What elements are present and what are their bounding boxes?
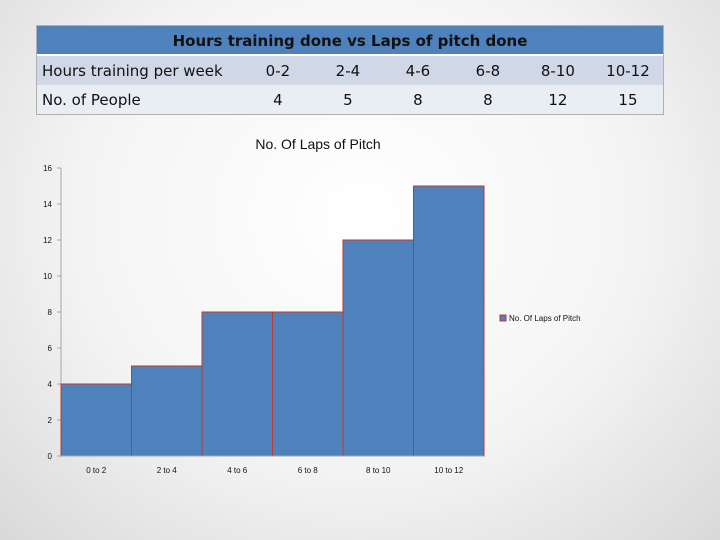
y-tick-label: 0 (48, 452, 53, 461)
table-cell: 2-4 (312, 56, 383, 85)
table-title: Hours training done vs Laps of pitch don… (37, 26, 663, 56)
y-tick-label: 6 (48, 344, 53, 353)
bar (272, 311, 344, 457)
bar (201, 311, 273, 457)
bar (131, 365, 203, 457)
bar (413, 185, 485, 457)
chart-title: No. Of Laps of Pitch (255, 136, 380, 152)
data-table: Hours training done vs Laps of pitch don… (36, 25, 664, 115)
table-row-people: No. of People 4 5 8 8 12 15 (37, 85, 663, 114)
table-cell: 10-12 (592, 56, 663, 85)
table-cell: 8-10 (522, 56, 593, 85)
legend-swatch (499, 314, 507, 322)
y-tick-label: 8 (48, 308, 53, 317)
table-cell: 8 (452, 85, 523, 114)
table-cell: 0-2 (242, 56, 313, 85)
bar (60, 383, 132, 457)
data-table-grid: Hours training per week 0-2 2-4 4-6 6-8 … (37, 56, 663, 114)
x-tick-label: 2 to 4 (157, 466, 178, 475)
x-tick-label: 6 to 8 (298, 466, 319, 475)
table-cell: 5 (312, 85, 383, 114)
x-tick-label: 8 to 10 (366, 466, 391, 475)
table-cell: 15 (592, 85, 663, 114)
table-row-hours: Hours training per week 0-2 2-4 4-6 6-8 … (37, 56, 663, 85)
table-cell: 4 (242, 85, 313, 114)
x-tick-label: 10 to 12 (434, 466, 463, 475)
y-tick-label: 12 (43, 236, 52, 245)
y-tick-label: 2 (48, 416, 53, 425)
bar (342, 239, 414, 457)
table-cell: 6-8 (452, 56, 523, 85)
table-cell: 4-6 (382, 56, 453, 85)
plot-area: 0 2 4 6 8 10 12 14 16 0 to 2 2 to 4 4 to 6 6 to 8 8 t… (43, 164, 581, 475)
x-tick-label: 0 to 2 (86, 466, 107, 475)
y-tick-label: 14 (43, 200, 52, 209)
row-label: No. of People (37, 85, 243, 114)
y-tick-label: 10 (43, 272, 52, 281)
table-cell: 12 (522, 85, 593, 114)
y-tick-label: 16 (43, 164, 52, 173)
row-label: Hours training per week (37, 56, 243, 85)
table-cell: 8 (382, 85, 453, 114)
x-tick-label: 4 to 6 (227, 466, 248, 475)
y-tick-label: 4 (48, 380, 53, 389)
legend-label: No. Of Laps of Pitch (509, 314, 581, 323)
